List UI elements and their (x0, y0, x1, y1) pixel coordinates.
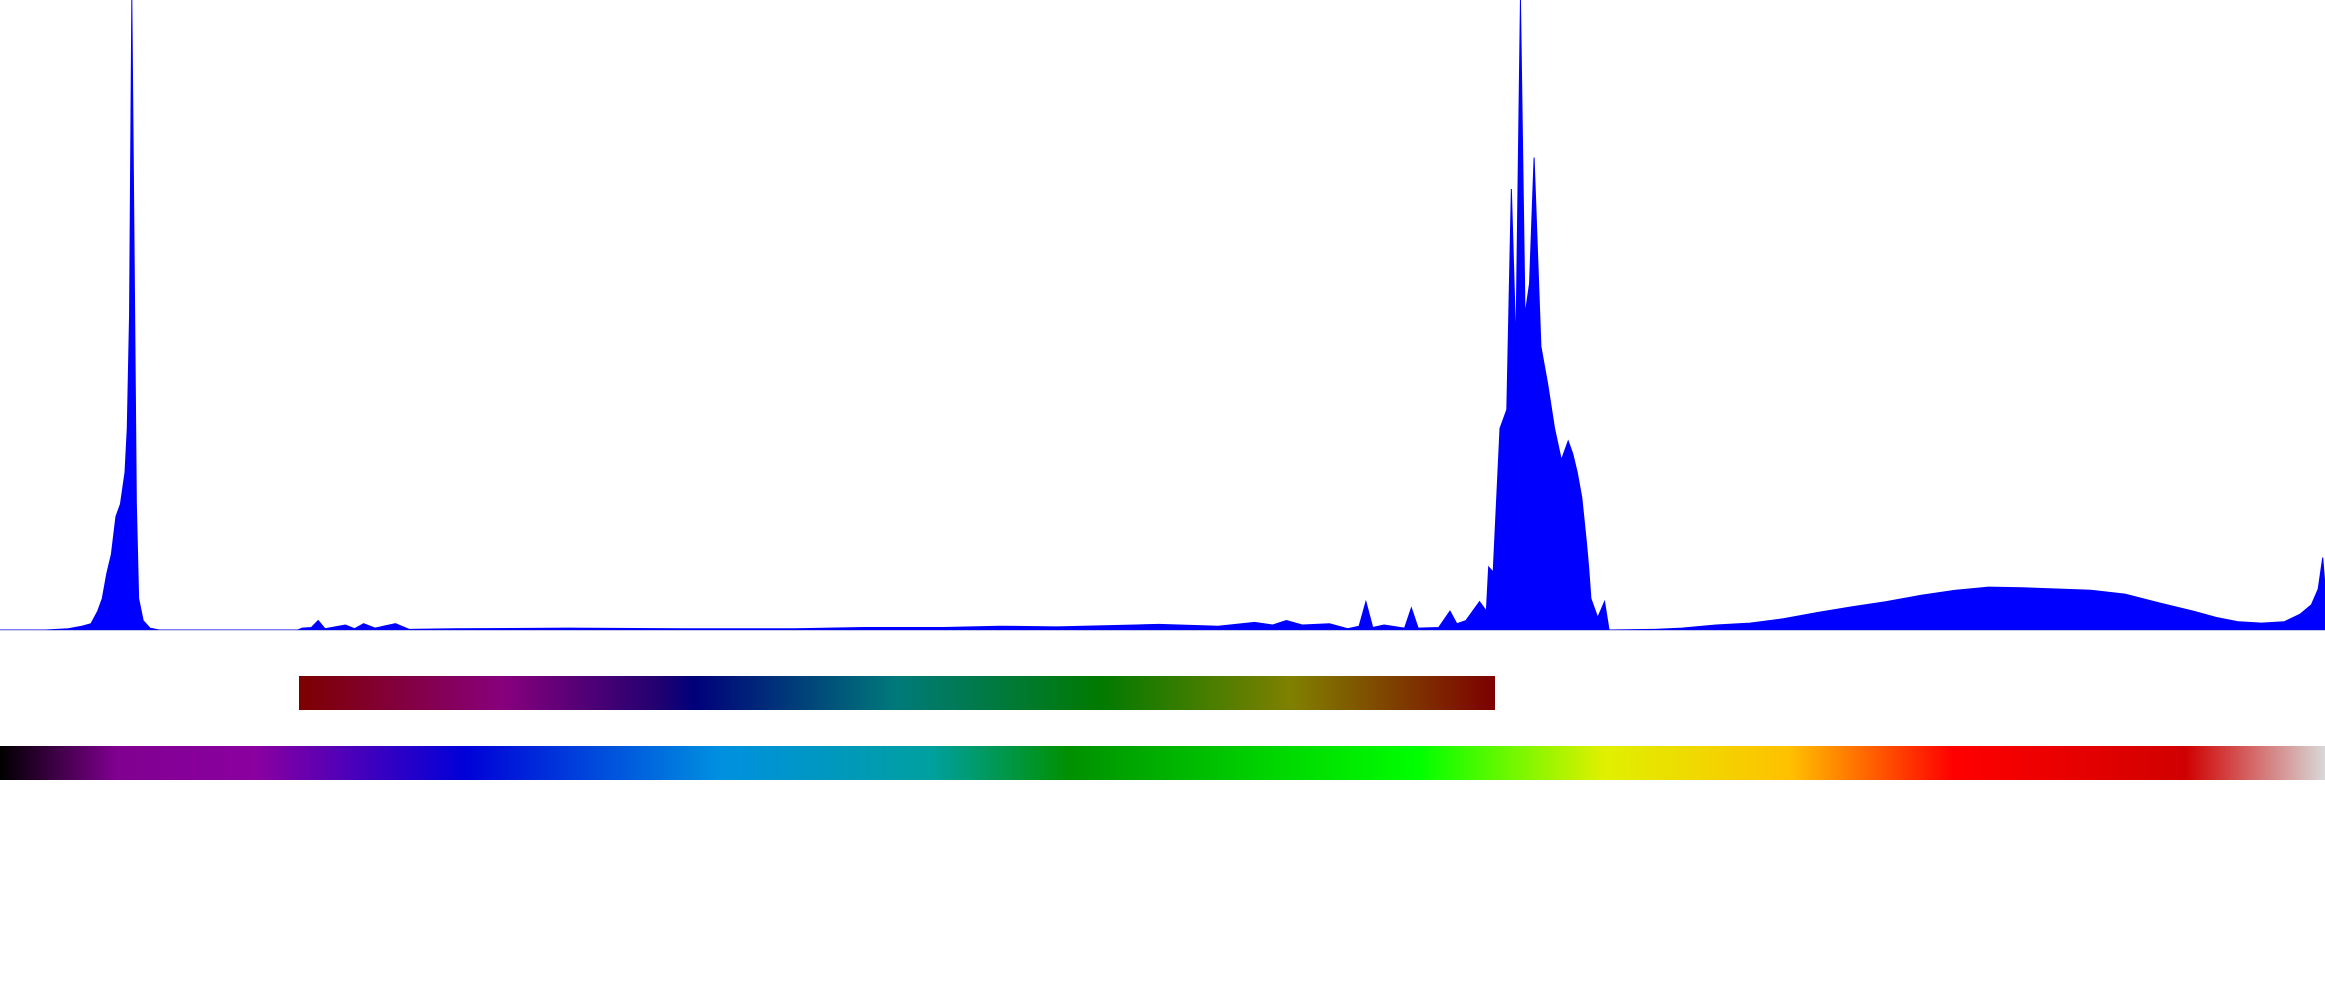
full-spectrum-colormap-bar[interactable] (0, 746, 2325, 780)
histogram-plot (0, 0, 2325, 631)
histogram-area-series (0, 0, 2325, 631)
histogram-baseline (0, 630, 2325, 631)
selected-range-colormap-bar[interactable] (299, 676, 1495, 710)
